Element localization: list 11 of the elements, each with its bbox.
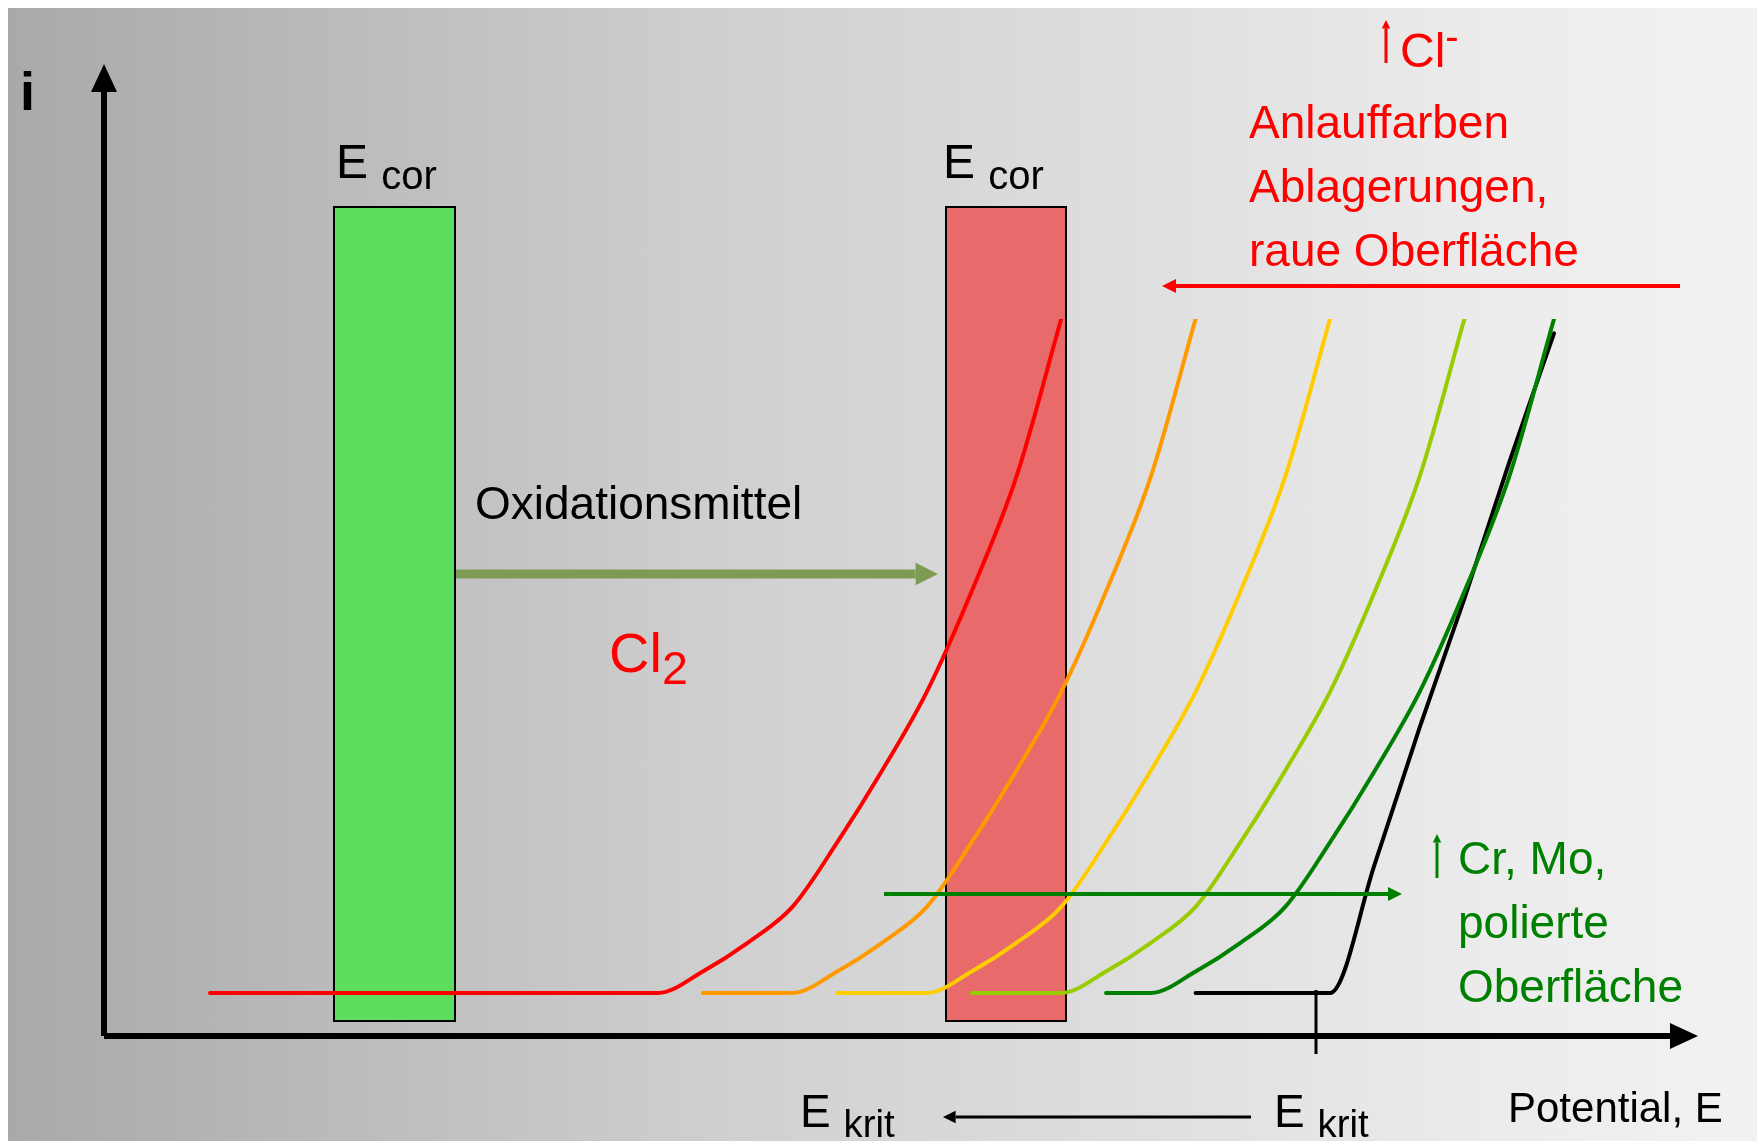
text: E $_{krit}$ [1274,1084,1369,1141]
text: E $_{cor}$ [336,134,437,198]
text: Anlauffarben Ablagerungen, raue Oberfläche [1249,95,1579,278]
annotation: Cl$_{2}$ [609,620,688,696]
annotation: Oxidationsmittel [475,476,803,530]
x-axis-title: Potential, E [1508,1084,1723,1132]
annotation: Cr, Mo, polierte Oberfläche [1458,831,1684,1014]
text: Cl$^{-}$ [1400,14,1459,78]
text: E $_{cor}$ [943,134,1044,198]
y-axis-title: i [20,60,36,122]
text: E $_{krit}$ [800,1084,895,1141]
